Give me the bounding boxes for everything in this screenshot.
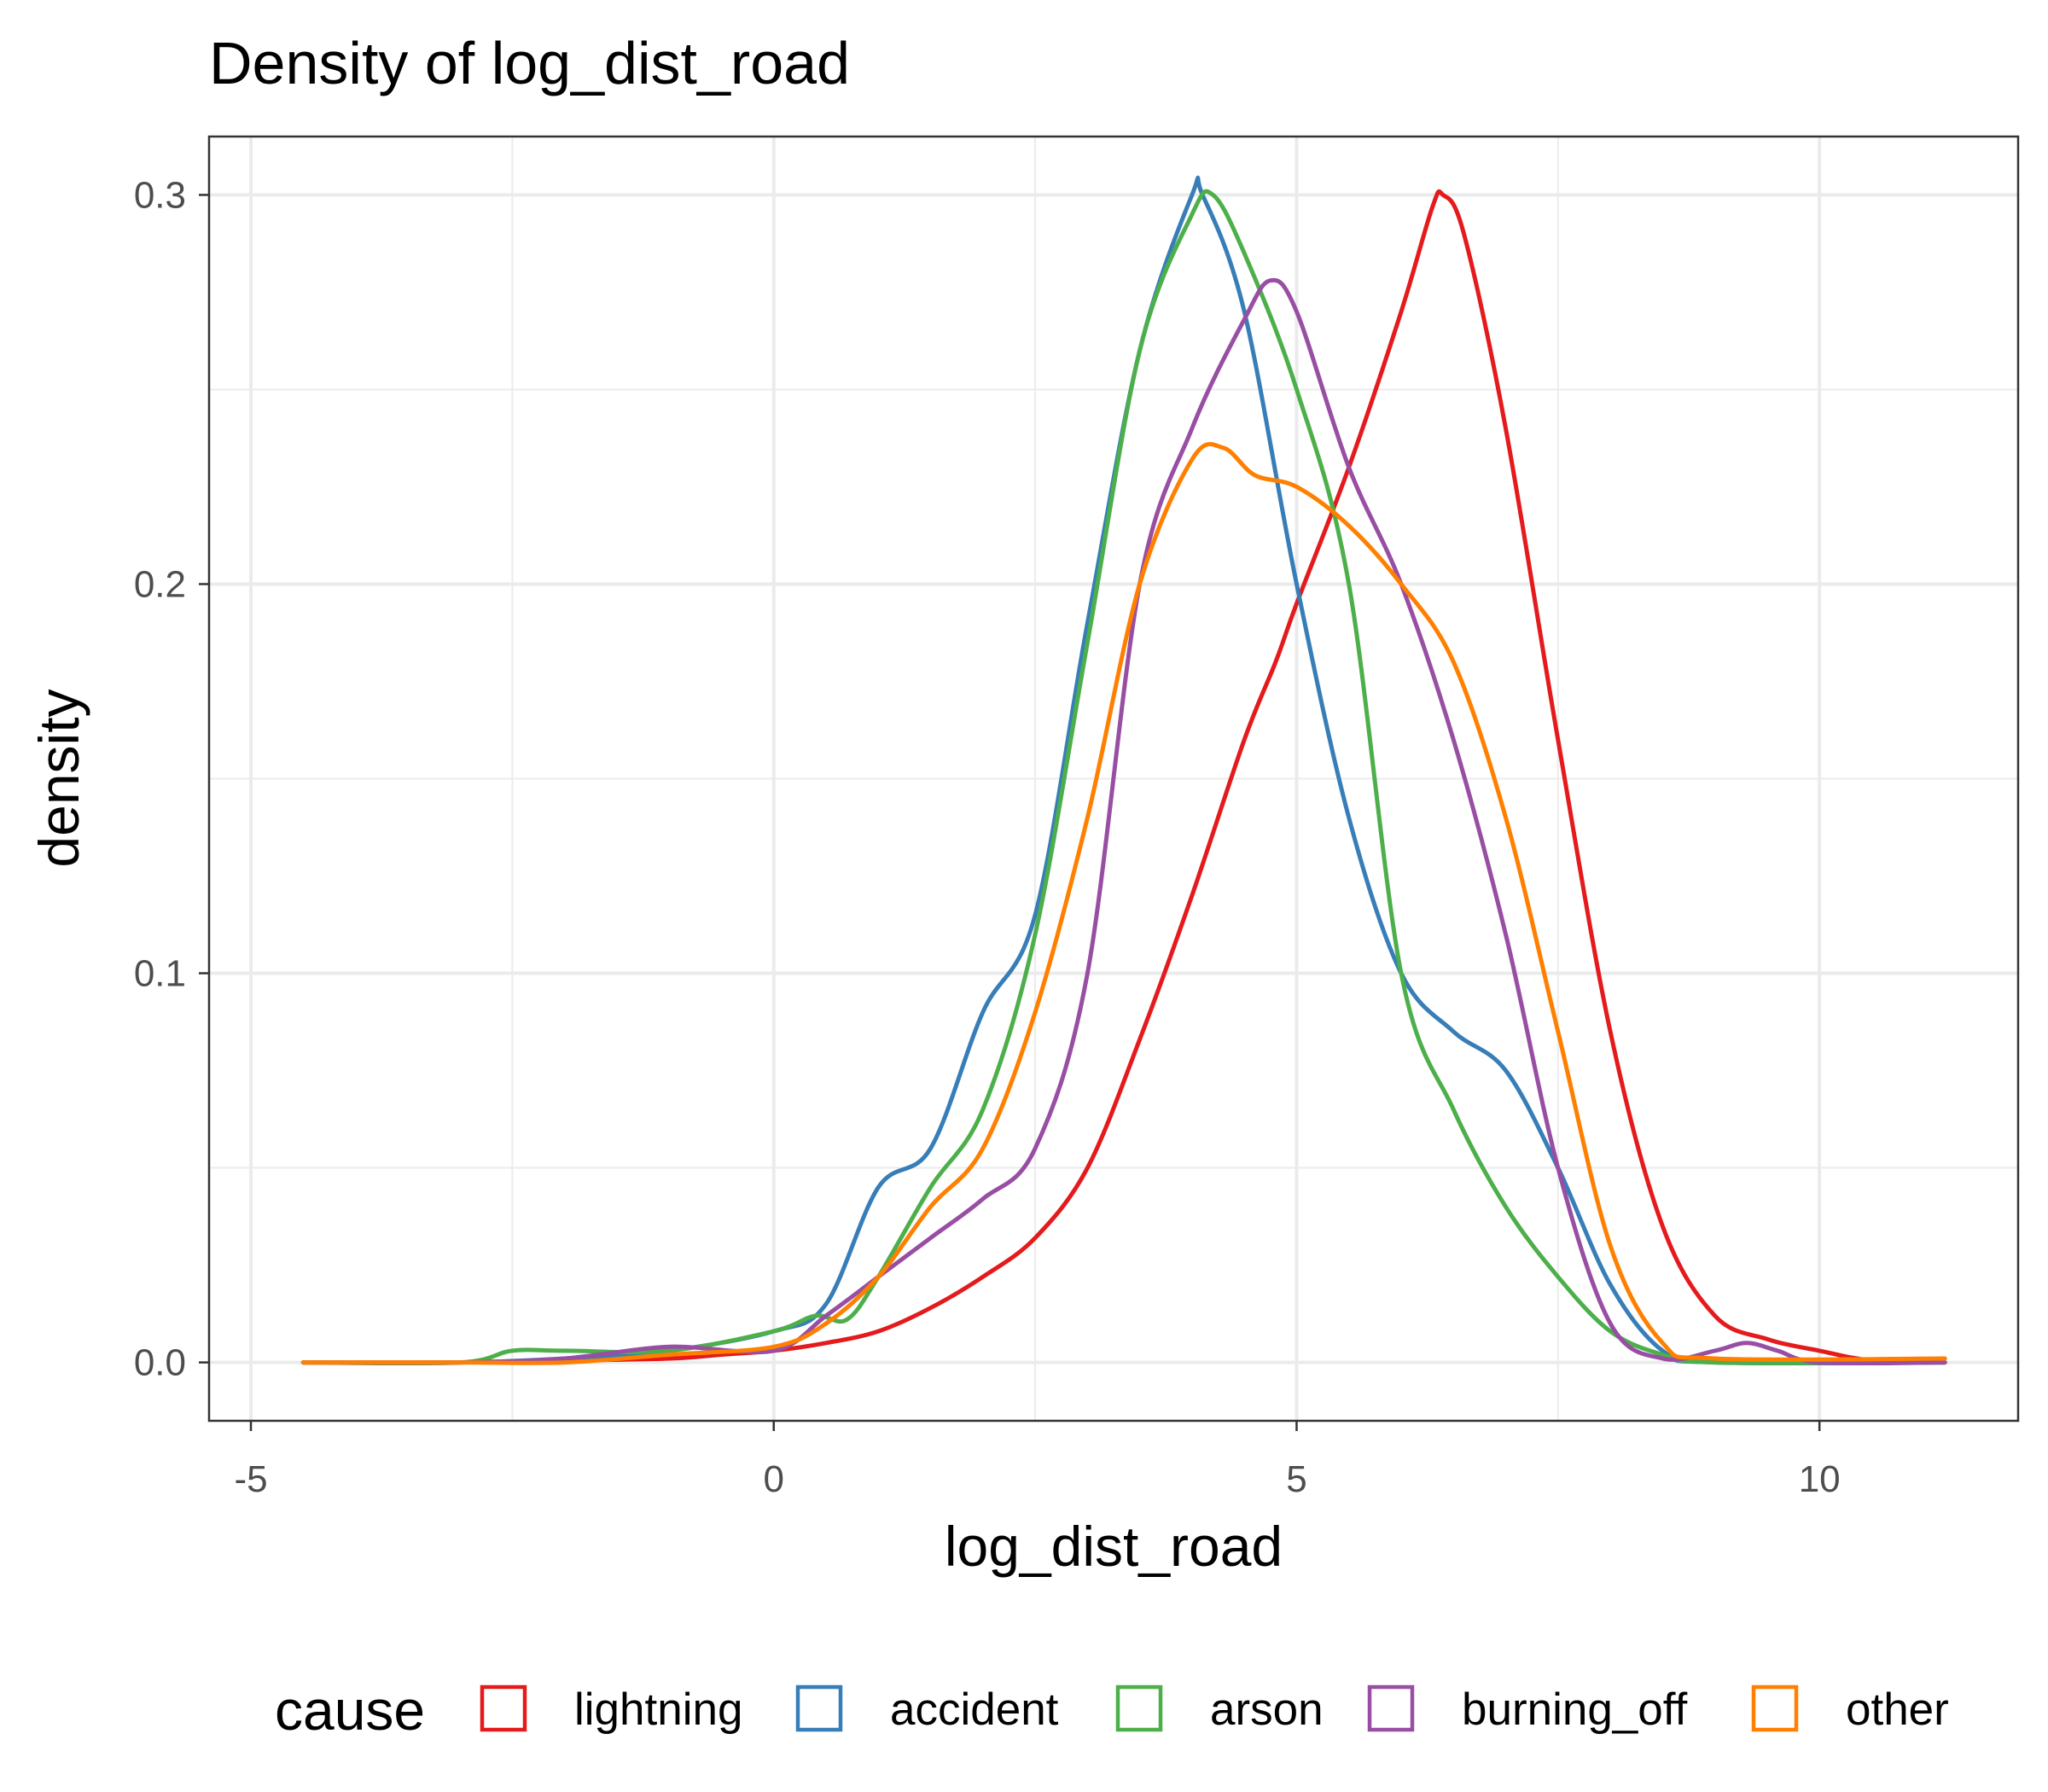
legend-key-lightning [480,1684,527,1732]
panel-border [207,135,2020,1423]
legend-key-arson [1115,1684,1163,1732]
x-tick-label: -5 [234,1458,267,1500]
legend-label-lightning: lightning [574,1684,742,1735]
chart-title: Density of log_dist_road [209,30,850,96]
x-axis: -5 0 5 10 [234,1421,1841,1500]
legend-label-arson: arson [1210,1684,1324,1735]
legend-label-other: other [1846,1684,1949,1735]
x-tick-label: 5 [1286,1458,1306,1500]
y-tick-label: 0.3 [134,174,186,216]
legend-key-accident [795,1684,843,1732]
legend-key-other [1751,1684,1799,1732]
legend-label-burning_off: burning_off [1462,1684,1688,1735]
series-line-arson [300,189,1947,1366]
legend-key-burning_off [1367,1684,1415,1732]
series-line-lightning [300,189,1947,1365]
y-tick-label: 0.2 [134,563,186,605]
legend-title: cause [275,1679,425,1742]
legend: cause lightning accident arson burning_off o… [275,1679,1949,1742]
x-axis-title: log_dist_road [945,1515,1283,1578]
y-axis: 0.0 0.1 0.2 0.3 [134,174,209,1384]
x-tick-label: 0 [763,1458,783,1500]
plot-panel [207,135,2020,1423]
y-axis-title: density [27,689,90,867]
y-tick-label: 0.1 [134,953,186,995]
series-lines [300,175,1947,1366]
legend-label-accident: accident [890,1684,1059,1735]
x-tick-label: 10 [1799,1458,1841,1500]
minor-gridlines [209,137,2018,1421]
y-tick-label: 0.0 [134,1342,186,1384]
series-line-other [300,442,1947,1365]
